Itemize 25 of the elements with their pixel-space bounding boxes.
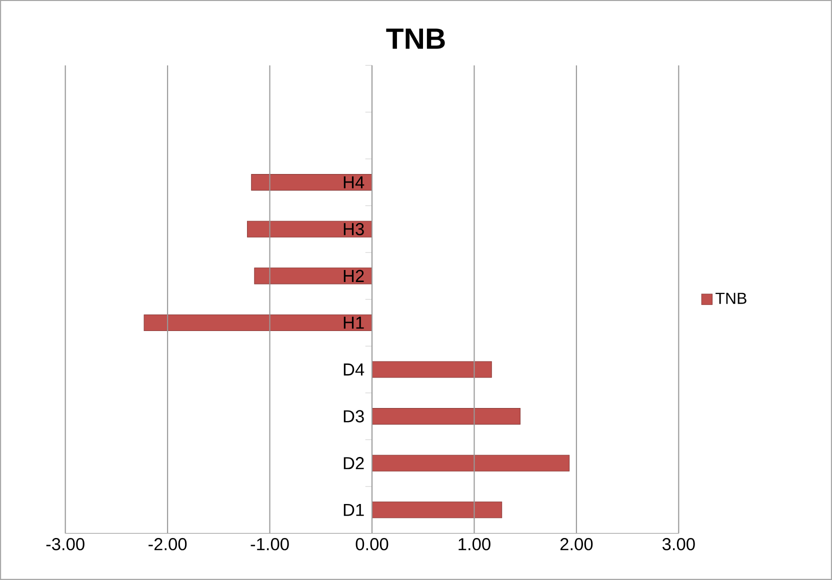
legend-label: TNB	[716, 292, 746, 304]
x-tick-label: 2.00	[560, 538, 593, 550]
bar	[372, 408, 520, 425]
x-tick-label: 3.00	[662, 538, 695, 550]
x-tick-label: 1.00	[458, 538, 490, 550]
y-tick-label: H3	[344, 222, 364, 236]
x-tick-label: -3.00	[46, 538, 84, 550]
chart-title: TNB	[386, 28, 445, 49]
bar	[247, 220, 372, 238]
y-tick-label: D2	[344, 457, 364, 470]
y-tick-label: D4	[344, 364, 364, 376]
bar	[144, 314, 372, 331]
y-tick-label: H1	[344, 316, 364, 329]
x-tick-label: -2.00	[148, 538, 187, 550]
x-tick-label: -1.00	[250, 538, 289, 550]
y-tick-label: H4	[344, 176, 364, 188]
y-tick-label: D3	[344, 410, 364, 422]
y-tick-label: D1	[344, 504, 364, 516]
bar	[372, 502, 502, 518]
bar	[254, 268, 372, 284]
x-tick-label: 0.00	[356, 538, 388, 550]
bar	[251, 174, 372, 191]
bar	[372, 361, 492, 378]
bar	[372, 454, 570, 472]
y-tick-label: H2	[344, 270, 364, 282]
